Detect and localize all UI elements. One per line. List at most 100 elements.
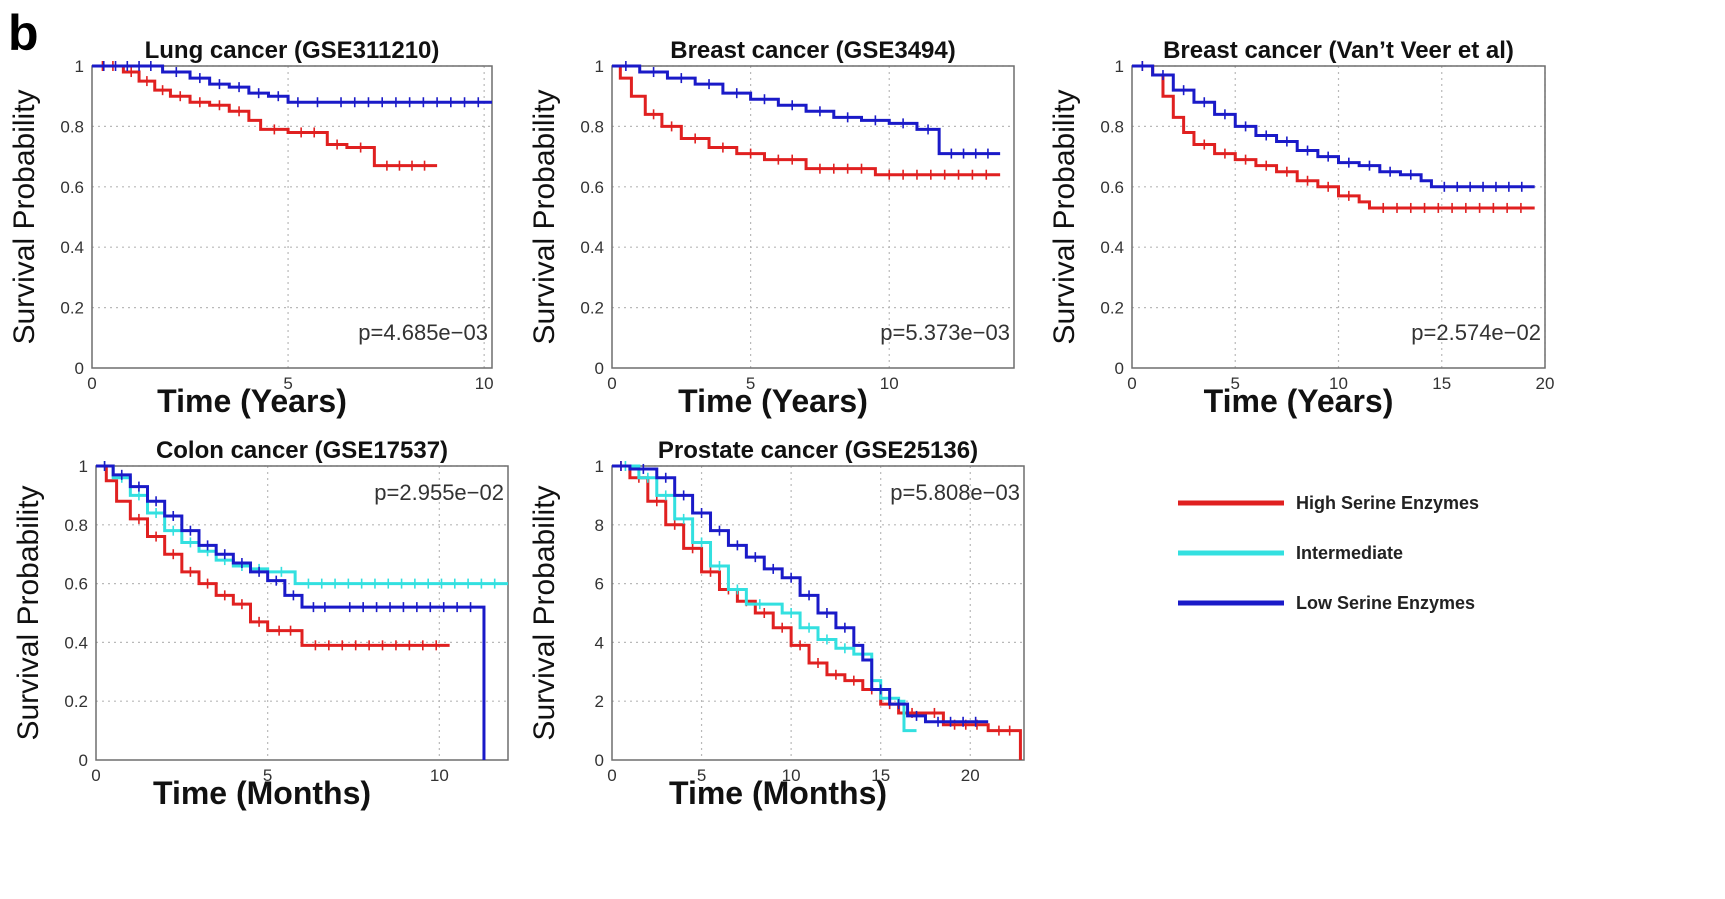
y-tick-label: 0.4 — [64, 633, 88, 652]
y-tick-label: 0.2 — [580, 299, 604, 318]
y-tick-label: 0 — [595, 359, 604, 378]
y-tick-label: 8 — [595, 516, 604, 535]
chart-5: 0 5 10 15 20 0 2 4 6 8 1 Prostate cancer (GSE25136)… — [528, 437, 1025, 811]
x-tick-label: 20 — [961, 766, 980, 785]
y-tick-label: 0 — [79, 751, 88, 770]
censor-marks-low-serine-enzymes — [625, 61, 989, 159]
survival-curve-high-serine-enzymes — [92, 64, 438, 168]
censor-marks-high-serine-enzymes — [652, 109, 988, 180]
y-tick-label: 0.4 — [1100, 238, 1124, 257]
p-value-annotation: p=4.685e−03 — [358, 320, 488, 345]
y-tick-label: 0.6 — [1100, 178, 1124, 197]
chart-title: Breast cancer (Van’t Veer et al) — [1163, 37, 1514, 64]
y-axis-label: Survival Probability — [528, 485, 561, 740]
x-tick-label: 10 — [475, 374, 494, 393]
y-tick-label: 0.4 — [60, 238, 84, 257]
p-value-annotation: p=5.373e−03 — [880, 320, 1010, 345]
censor-marks-low-serine-enzymes — [1141, 61, 1523, 192]
plot-area-frame — [611, 65, 1015, 369]
legend-label: High Serine Enzymes — [1296, 493, 1479, 513]
p-value-annotation: p=2.955e−02 — [374, 480, 504, 505]
censor-marks-low-serine-enzymes — [102, 61, 480, 108]
y-tick-label: 0 — [1115, 359, 1124, 378]
x-axis-label: Time (Months) — [669, 775, 887, 811]
y-tick-label: 0.8 — [1100, 117, 1124, 136]
chart-3: 0 5 10 15 20 0 0.2 0.4 0.6 0.8 1 Breast cancer (Van… — [1048, 37, 1554, 419]
chart-title: Prostate cancer (GSE25136) — [658, 437, 978, 464]
x-axis-label: Time (Months) — [153, 775, 371, 811]
y-axis-label: Survival Probability — [8, 89, 41, 344]
y-tick-label: 1 — [595, 457, 604, 476]
x-axis-label: Time (Years) — [1204, 383, 1394, 419]
y-tick-label: 0 — [75, 359, 84, 378]
y-tick-label: 0 — [595, 751, 604, 770]
y-tick-label: 0.8 — [64, 516, 88, 535]
x-axis-label: Time (Years) — [157, 383, 347, 419]
censor-marks-intermediate — [624, 461, 891, 704]
x-tick-label: 5 — [283, 374, 292, 393]
x-tick-label: 0 — [87, 374, 96, 393]
y-tick-label: 0.2 — [1100, 299, 1124, 318]
x-tick-label: 10 — [880, 374, 899, 393]
x-tick-label: 0 — [1127, 374, 1136, 393]
y-axis-label: Survival Probability — [528, 89, 561, 344]
x-tick-label: 5 — [697, 766, 706, 785]
x-tick-label: 10 — [430, 766, 449, 785]
legend-item-low-serine-enzymes: Low Serine Enzymes — [1178, 593, 1475, 613]
x-tick-label: 10 — [1329, 374, 1348, 393]
y-tick-label: 0.8 — [60, 117, 84, 136]
y-tick-label: 1 — [1115, 57, 1124, 76]
y-tick-label: 6 — [595, 575, 604, 594]
x-tick-label: 20 — [1536, 374, 1555, 393]
survival-curve-low-serine-enzymes — [92, 64, 492, 104]
survival-curve-high-serine-enzymes — [612, 64, 1001, 177]
y-tick-label: 0.8 — [580, 117, 604, 136]
chart-4: 0 5 10 0 0.2 0.4 0.6 0.8 1 Colon cancer (GSE17537… — [12, 437, 509, 811]
x-tick-label: 0 — [91, 766, 100, 785]
y-tick-label: 0.4 — [580, 238, 604, 257]
survival-curve-low-serine-enzymes — [612, 64, 1001, 156]
x-tick-label: 0 — [607, 374, 616, 393]
censor-marks-high-serine-enzymes — [1141, 61, 1522, 213]
survival-curve-low-serine-enzymes — [96, 464, 486, 760]
y-tick-label: 0.2 — [64, 692, 88, 711]
y-axis-label: Survival Probability — [12, 485, 45, 740]
legend-label: Low Serine Enzymes — [1296, 593, 1475, 613]
censor-marks-high-serine-enzymes — [138, 513, 438, 651]
legend-label: Intermediate — [1296, 543, 1403, 563]
y-tick-label: 1 — [75, 57, 84, 76]
p-value-annotation: p=2.574e−02 — [1411, 320, 1541, 345]
y-tick-label: 1 — [595, 57, 604, 76]
chart-2: 0 5 10 0 0.2 0.4 0.6 0.8 1 Breast cancer (GSE3494… — [528, 37, 1015, 419]
x-tick-label: 15 — [1432, 374, 1451, 393]
chart-title: Colon cancer (GSE17537) — [156, 437, 448, 464]
y-tick-label: 2 — [595, 692, 604, 711]
x-tick-label: 5 — [263, 766, 272, 785]
plot-area-frame — [91, 65, 493, 369]
chart-1: 0 5 10 0 0.2 0.4 0.6 0.8 1 Lung cancer (GSE311210… — [8, 37, 494, 419]
plot-area-frame — [95, 465, 509, 761]
chart-title: Lung cancer (GSE311210) — [145, 37, 440, 64]
y-tick-label: 0.2 — [60, 299, 84, 318]
legend: High Serine Enzymes Intermediate Low Serin… — [1178, 493, 1479, 613]
y-tick-label: 0.6 — [64, 575, 88, 594]
chart-title: Breast cancer (GSE3494) — [670, 37, 956, 64]
x-tick-label: 5 — [1231, 374, 1240, 393]
legend-item-high-serine-enzymes: High Serine Enzymes — [1178, 493, 1479, 513]
plot-area-frame — [611, 465, 1025, 761]
y-axis-label: Survival Probability — [1048, 89, 1081, 344]
plot-area-frame — [1131, 65, 1546, 369]
x-tick-label: 15 — [871, 766, 890, 785]
censor-marks-low-serine-enzymes — [103, 461, 472, 613]
survival-curve-low-serine-enzymes — [1132, 64, 1535, 189]
y-tick-label: 0.6 — [60, 178, 84, 197]
censor-marks-high-serine-enzymes — [101, 61, 426, 171]
y-tick-label: 0.6 — [580, 178, 604, 197]
y-tick-label: 1 — [79, 457, 88, 476]
censor-marks-low-serine-enzymes — [620, 461, 977, 727]
x-tick-label: 10 — [782, 766, 801, 785]
legend-item-intermediate: Intermediate — [1178, 543, 1403, 563]
y-tick-label: 4 — [595, 633, 604, 652]
